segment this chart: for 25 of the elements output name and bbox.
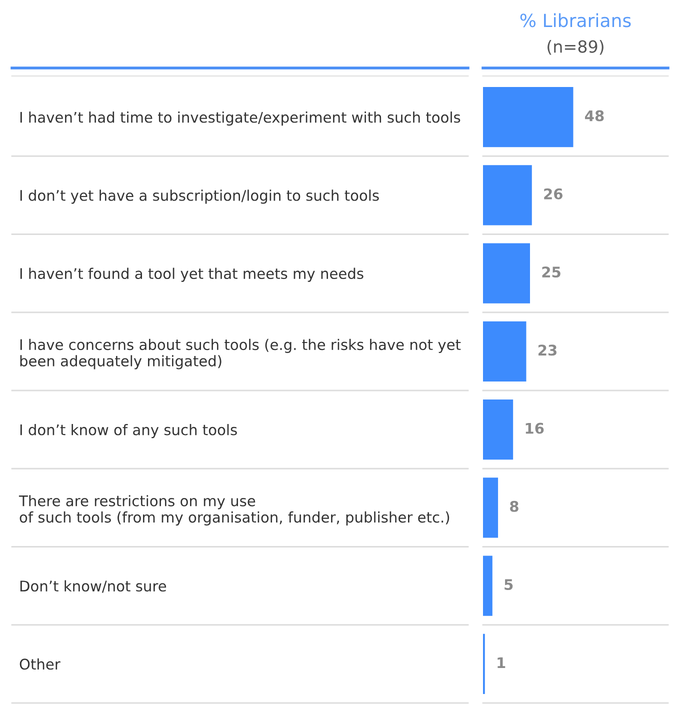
- data-label: 5: [504, 579, 513, 590]
- data-label: 23: [538, 344, 556, 356]
- y-tick-label: There are restrictions on my use of such tools (from my organisation, funder, publisher etc.): [18, 495, 450, 526]
- y-tick-label: I have concerns about such tools (e.g. the risks have not yet been adequately mitigated): [20, 338, 461, 370]
- data-label: 16: [526, 422, 544, 434]
- chart-subtitle: (n=89): [548, 40, 604, 55]
- y-tick-label: I haven’t found a tool yet that meets my needs: [20, 268, 364, 282]
- bar: [483, 556, 492, 616]
- y-tick-label: I don’t know of any such tools: [20, 424, 237, 438]
- bar: [483, 399, 514, 460]
- data-label: 48: [585, 110, 604, 122]
- bar: [483, 478, 498, 538]
- y-tick-label: Other: [20, 658, 60, 670]
- data-label: 8: [510, 500, 518, 512]
- bar: [483, 86, 574, 148]
- chart-title: % Librarians: [520, 13, 631, 28]
- y-tick-label: I haven’t had time to investigate/experiment with such tools: [20, 112, 460, 126]
- data-label: 26: [544, 188, 563, 200]
- bar: [483, 243, 530, 304]
- bar: [483, 165, 532, 226]
- bar: [483, 321, 526, 382]
- y-tick-label: Don’t know/not sure: [20, 580, 166, 593]
- data-label: 1: [498, 657, 506, 668]
- data-label: 25: [542, 266, 560, 278]
- y-tick-label: I don’t yet have a subscription/login to such tools: [20, 190, 379, 204]
